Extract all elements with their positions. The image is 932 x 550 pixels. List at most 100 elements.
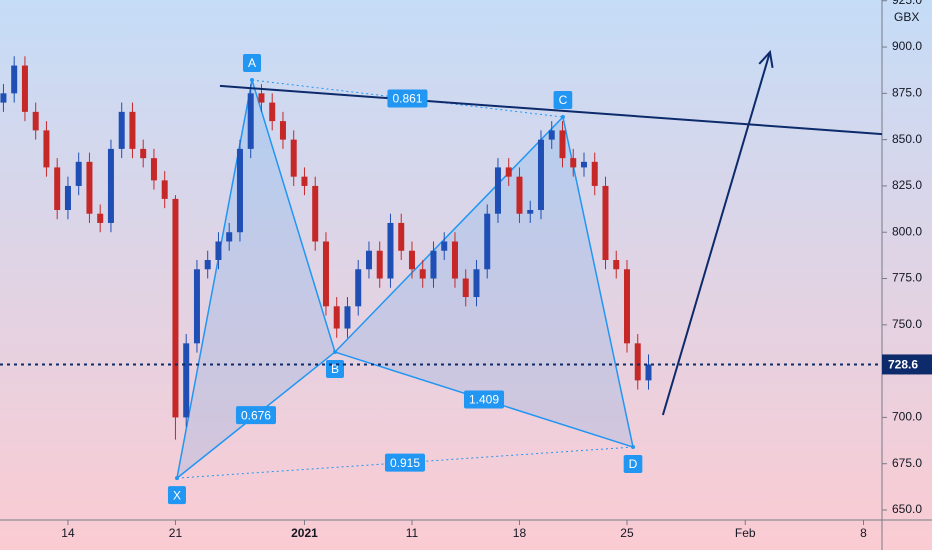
ratio-label: 0.861 xyxy=(392,92,422,106)
candle-body xyxy=(419,269,426,279)
candle-body xyxy=(376,250,383,279)
candle-body xyxy=(118,111,125,149)
ratio-label: 0.676 xyxy=(241,408,271,422)
candle-body xyxy=(0,93,7,103)
candle-body xyxy=(484,213,491,270)
y-tick-label: 825.0 xyxy=(892,178,922,192)
candle-body xyxy=(140,148,147,159)
candle-body xyxy=(183,343,190,418)
candle-body xyxy=(441,241,448,251)
candle-body xyxy=(398,222,405,251)
candle-body xyxy=(11,65,18,94)
candle-body xyxy=(301,176,308,186)
candle-body xyxy=(355,269,362,307)
candle-body xyxy=(559,130,566,159)
y-tick-label: 925.0 xyxy=(892,0,922,7)
point-label-box xyxy=(623,455,643,474)
y-tick-label: 750.0 xyxy=(892,317,922,331)
arrow-head xyxy=(758,49,774,68)
pattern-point xyxy=(560,115,565,120)
point-label: D xyxy=(629,457,638,471)
plot xyxy=(0,49,883,480)
candle-body xyxy=(247,93,254,149)
candle-body xyxy=(97,213,104,223)
pattern-ratio-line xyxy=(176,446,634,479)
ratio-label-box xyxy=(387,89,428,108)
candle-body xyxy=(537,139,544,210)
candle-body xyxy=(161,180,168,199)
candle-body xyxy=(408,250,415,270)
candle-body xyxy=(215,241,222,260)
candle-body xyxy=(527,210,534,214)
candle-body xyxy=(258,93,265,103)
last-price-label: 728.6 xyxy=(888,358,918,372)
candle-body xyxy=(451,241,458,279)
x-tick-label: 25 xyxy=(620,526,634,540)
x-tick-label: 14 xyxy=(61,526,75,540)
candle-body xyxy=(645,364,652,381)
forecast-arrow xyxy=(661,51,771,416)
candle-body xyxy=(580,161,587,168)
candle-body xyxy=(322,241,329,307)
candle-body xyxy=(365,250,372,270)
candle-body xyxy=(570,158,577,168)
candle-body xyxy=(32,111,39,131)
candle-body xyxy=(462,278,469,298)
pattern-point xyxy=(332,350,337,355)
pattern-point xyxy=(174,476,179,481)
point-label-box xyxy=(242,54,262,72)
candle-body xyxy=(290,139,297,177)
y-tick-label: 900.0 xyxy=(892,39,922,53)
candle-body xyxy=(623,269,630,344)
point-label-box xyxy=(553,91,573,110)
point-label-box xyxy=(167,486,186,505)
candle-body xyxy=(172,198,179,418)
pattern-point xyxy=(631,445,636,450)
ratio-label: 0.915 xyxy=(390,456,420,470)
last-price-box xyxy=(882,354,932,375)
candle-body xyxy=(21,65,28,112)
point-label: B xyxy=(331,362,339,376)
candle-body xyxy=(236,148,243,233)
candle-body xyxy=(430,250,437,279)
ratio-label-box xyxy=(384,453,426,472)
y-tick-label: 700.0 xyxy=(892,410,922,424)
candle-body xyxy=(591,161,598,186)
candle-body xyxy=(602,185,609,260)
candle-body xyxy=(64,185,71,210)
candle-body xyxy=(150,158,157,181)
candle-body xyxy=(548,130,555,140)
candle-body xyxy=(312,185,319,242)
candle-body xyxy=(333,306,340,329)
point-label: C xyxy=(559,93,568,107)
candle-body xyxy=(387,222,394,279)
candle-body xyxy=(43,130,50,168)
candle-body xyxy=(613,260,620,270)
ratio-label-box xyxy=(463,390,505,409)
candle-body xyxy=(516,176,523,214)
x-tick-label: 21 xyxy=(169,526,183,540)
candle-body xyxy=(54,167,61,210)
candle-body xyxy=(86,161,93,214)
candle-body xyxy=(129,111,136,149)
ratio-label-box xyxy=(235,406,276,425)
x-tick-label: Feb xyxy=(735,526,756,540)
candle-body xyxy=(226,232,233,242)
candle-body xyxy=(344,306,351,329)
y-tick-label: 875.0 xyxy=(892,86,922,100)
trendline xyxy=(219,84,883,136)
candle-body xyxy=(193,269,200,344)
candle-body xyxy=(279,121,286,140)
x-tick-label: 11 xyxy=(406,526,419,540)
candle-body xyxy=(204,260,211,270)
candle-body xyxy=(107,148,114,223)
pattern-point xyxy=(250,78,254,82)
candle-body xyxy=(473,269,480,298)
point-label: X xyxy=(173,488,181,502)
x-tick-label: 18 xyxy=(513,526,527,540)
y-tick-label: 650.0 xyxy=(892,502,922,516)
candle-body xyxy=(634,343,641,381)
y-tick-label: 675.0 xyxy=(892,456,922,470)
